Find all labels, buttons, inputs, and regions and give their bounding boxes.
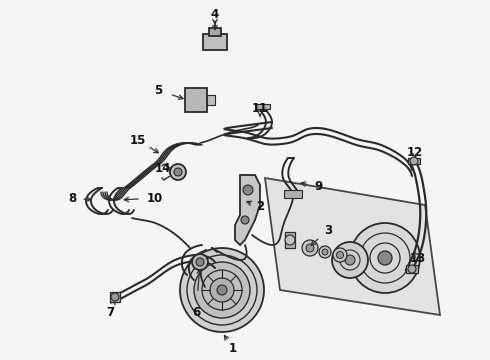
Circle shape [345,255,355,265]
Bar [209,28,221,36]
Circle shape [322,249,328,255]
Polygon shape [235,175,260,245]
Bar [255,104,270,109]
Circle shape [319,246,331,258]
Text: 9: 9 [314,180,322,194]
Circle shape [243,185,253,195]
Text: 8: 8 [68,192,76,204]
Bar [406,265,418,273]
Bar [285,232,295,248]
Circle shape [302,240,318,256]
Circle shape [111,293,119,301]
Polygon shape [265,178,440,315]
Bar [284,190,302,198]
Circle shape [333,248,347,262]
Bar [203,34,227,50]
Circle shape [410,157,418,165]
Text: 10: 10 [147,192,163,204]
Bar [207,95,215,105]
Text: 4: 4 [211,9,219,22]
Text: 11: 11 [252,102,268,114]
Circle shape [194,262,250,318]
Circle shape [170,164,186,180]
Circle shape [306,244,314,252]
Circle shape [210,278,234,302]
Bar [408,158,420,164]
Circle shape [332,242,368,278]
Circle shape [337,252,343,258]
Text: 7: 7 [106,306,114,319]
Circle shape [180,248,264,332]
Text: 14: 14 [155,162,171,175]
Bar [185,88,207,112]
Text: 6: 6 [192,306,200,319]
Circle shape [196,258,204,266]
Text: 15: 15 [130,134,146,147]
Circle shape [174,168,182,176]
Text: 12: 12 [407,145,423,158]
Circle shape [350,223,420,293]
Text: 1: 1 [229,342,237,355]
Circle shape [408,265,416,273]
Circle shape [241,216,249,224]
Circle shape [217,285,227,295]
Bar [110,292,120,302]
Circle shape [285,235,295,245]
Text: 2: 2 [256,201,264,213]
Text: 5: 5 [154,84,162,96]
Circle shape [192,254,208,270]
Text: 3: 3 [324,224,332,237]
Circle shape [378,251,392,265]
Text: 13: 13 [410,252,426,265]
